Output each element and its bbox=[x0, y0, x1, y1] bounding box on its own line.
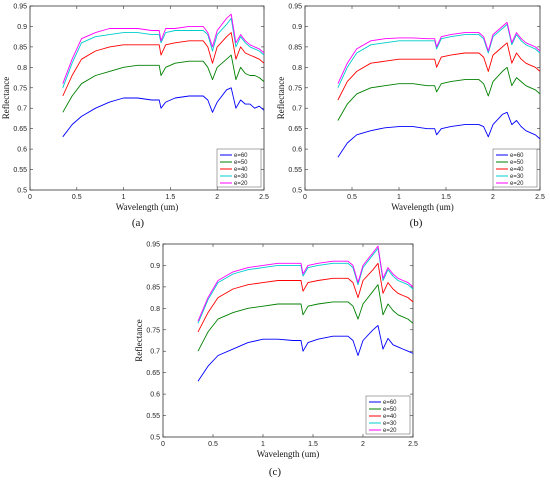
y-tick-label: 0.85 bbox=[146, 284, 160, 291]
y-tick-label: 0.5 bbox=[292, 188, 302, 195]
y-tick-label: 0.7 bbox=[150, 349, 160, 356]
legend-entry: e=20 bbox=[234, 181, 248, 187]
panel-b: 0 0.5 1 1.5 2 2.50.50.550.60.650.70.750.80.85… bbox=[276, 4, 545, 230]
series-line-e=40 bbox=[62, 32, 265, 97]
x-tick-label: 0 bbox=[28, 194, 32, 201]
x-tick-label: 0.5 bbox=[347, 194, 357, 201]
y-tick-label: 0.55 bbox=[13, 167, 27, 174]
x-tick-label: 2 bbox=[215, 194, 219, 201]
series-line-e=60 bbox=[62, 87, 265, 138]
legend-entry: e=40 bbox=[510, 167, 524, 173]
y-tick-label: 0.95 bbox=[146, 242, 160, 249]
panel-c: 0 0.5 1 1.5 2 2.50.50.550.60.650.70.750.80.85… bbox=[134, 242, 418, 479]
x-tick-label: 2.5 bbox=[408, 441, 418, 448]
y-tick-label: 0.55 bbox=[146, 413, 160, 420]
series-line-e=20 bbox=[197, 245, 414, 322]
x-axis-label: Wavelength (um) bbox=[257, 449, 320, 459]
series-line-e=40 bbox=[337, 42, 541, 101]
legend-entry: e=30 bbox=[510, 174, 524, 180]
x-tick-label: 1.5 bbox=[308, 441, 318, 448]
y-tick-label: 0.8 bbox=[292, 65, 302, 72]
panel-caption: (c) bbox=[269, 466, 282, 478]
y-tick-label: 0.75 bbox=[13, 85, 27, 92]
y-tick-label: 0.65 bbox=[146, 370, 160, 377]
y-tick-label: 0.5 bbox=[17, 188, 27, 195]
series-line-e=50 bbox=[197, 284, 414, 352]
x-tick-label: 0 bbox=[161, 441, 165, 448]
x-tick-label: 0.5 bbox=[208, 441, 218, 448]
series-line-e=60 bbox=[337, 111, 541, 158]
series-line-e=30 bbox=[197, 247, 414, 324]
series-line-e=30 bbox=[337, 23, 541, 88]
series-line-e=50 bbox=[337, 66, 541, 121]
panel-a: 0 0.5 1 1.5 2 2.50.50.550.60.650.70.750.80.85… bbox=[1, 4, 269, 230]
x-tick-label: 1 bbox=[122, 194, 126, 201]
y-tick-label: 0.9 bbox=[17, 24, 27, 31]
legend-entry: e=50 bbox=[234, 160, 248, 166]
y-tick-label: 0.65 bbox=[288, 126, 302, 133]
legend-entry: e=60 bbox=[383, 400, 397, 406]
y-tick-label: 0.5 bbox=[150, 435, 160, 442]
legend-entry: e=50 bbox=[510, 160, 524, 166]
x-tick-label: 0 bbox=[303, 194, 307, 201]
y-tick-label: 0.8 bbox=[17, 65, 27, 72]
x-tick-label: 1.5 bbox=[166, 194, 176, 201]
legend-entry: e=40 bbox=[234, 167, 248, 173]
y-tick-label: 0.7 bbox=[292, 106, 302, 113]
y-tick-label: 0.6 bbox=[150, 392, 160, 399]
y-tick-label: 0.6 bbox=[17, 147, 27, 154]
x-axis-label: Wavelength (um) bbox=[391, 202, 454, 212]
x-axis-label: Wavelength (um) bbox=[116, 202, 179, 212]
legend-entry: e=30 bbox=[383, 421, 397, 427]
y-tick-label: 0.9 bbox=[150, 263, 160, 270]
series-line-e=30 bbox=[62, 17, 265, 88]
x-tick-label: 2.5 bbox=[259, 194, 269, 201]
series-line-e=20 bbox=[337, 21, 541, 84]
y-tick-label: 0.6 bbox=[292, 147, 302, 154]
x-tick-label: 0.5 bbox=[72, 194, 82, 201]
legend-entry: e=20 bbox=[510, 181, 524, 187]
y-tick-label: 0.75 bbox=[146, 327, 160, 334]
y-axis-label: Reflectance bbox=[276, 77, 286, 119]
legend-entry: e=40 bbox=[383, 414, 397, 420]
x-tick-label: 1.5 bbox=[441, 194, 451, 201]
y-axis-label: Reflectance bbox=[134, 319, 144, 361]
y-tick-label: 0.75 bbox=[288, 85, 302, 92]
y-tick-label: 0.65 bbox=[13, 126, 27, 133]
legend-entry: e=60 bbox=[234, 153, 248, 159]
legend-entry: e=20 bbox=[383, 428, 397, 434]
y-tick-label: 0.55 bbox=[288, 167, 302, 174]
y-tick-label: 0.8 bbox=[150, 306, 160, 313]
x-tick-label: 2 bbox=[491, 194, 495, 201]
y-tick-label: 0.85 bbox=[288, 44, 302, 51]
panel-caption: (a) bbox=[132, 217, 145, 229]
legend-box bbox=[365, 395, 411, 435]
x-tick-label: 2 bbox=[361, 441, 365, 448]
x-tick-label: 1 bbox=[397, 194, 401, 201]
y-tick-label: 0.9 bbox=[292, 24, 302, 31]
legend-box bbox=[216, 148, 262, 188]
series-line-e=40 bbox=[197, 262, 414, 333]
x-tick-label: 2.5 bbox=[535, 194, 545, 201]
series-line-e=20 bbox=[62, 13, 265, 84]
x-tick-label: 1 bbox=[261, 441, 265, 448]
y-tick-label: 0.85 bbox=[13, 44, 27, 51]
series-line-e=60 bbox=[197, 325, 414, 382]
panel-caption: (b) bbox=[410, 217, 423, 229]
series-line-e=50 bbox=[62, 54, 265, 113]
legend-entry: e=30 bbox=[234, 174, 248, 180]
y-tick-label: 0.95 bbox=[288, 4, 302, 11]
y-tick-label: 0.95 bbox=[13, 4, 27, 11]
legend-entry: e=50 bbox=[383, 407, 397, 413]
legend-entry: e=60 bbox=[510, 153, 524, 159]
y-tick-label: 0.7 bbox=[17, 106, 27, 113]
y-axis-label: Reflectance bbox=[1, 77, 11, 119]
